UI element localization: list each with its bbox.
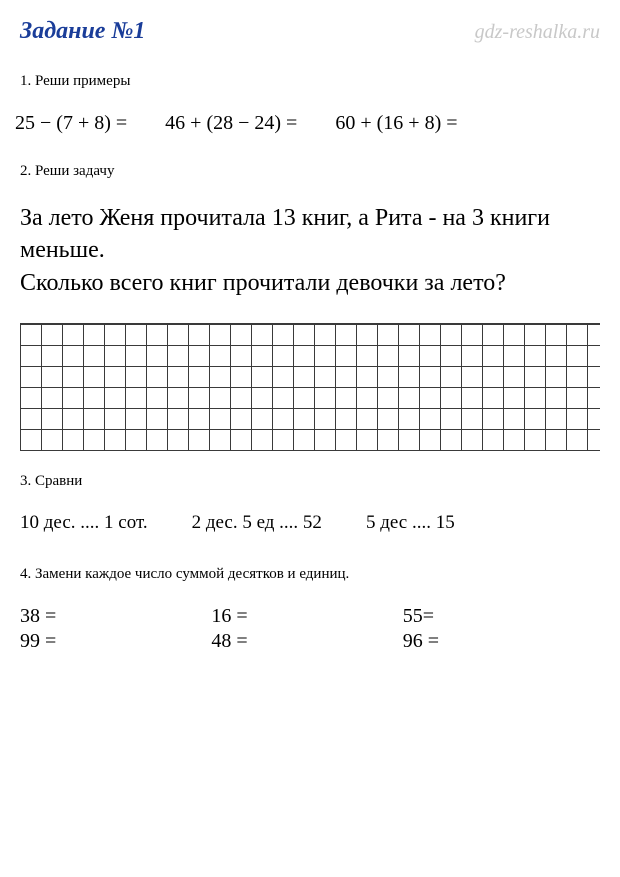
word-problem: За лето Женя прочитала 13 книг, а Рита -… [20,202,600,299]
decompose-col-1: 38 = 99 = [20,605,211,655]
section-4-label: 4. Замени каждое число суммой десятков и… [20,566,600,583]
decompose-c2-r1: 16 = [211,605,402,628]
watermark-text: gdz-reshalka.ru [475,21,600,44]
comparison-3: 5 дес .... 15 [366,512,455,534]
section-2-label: 2. Реши задачу [20,163,600,180]
decompose-col-3: 55= 96 = [403,605,594,655]
decompose-c3-r2: 96 = [403,630,594,653]
comparison-row: 10 дес. .... 1 сот. 2 дес. 5 ед .... 52 … [20,512,600,534]
decompose-c2-r2: 48 = [211,630,402,653]
problem-line-1: За лето Женя прочитала 13 книг, а Рита -… [20,202,600,267]
comparison-2: 2 дес. 5 ед .... 52 [192,512,322,534]
decompose-row: 38 = 99 = 16 = 48 = 55= 96 = [20,605,600,655]
section-3-label: 3. Сравни [20,473,600,490]
expression-1: 25 − (7 + 8) = [15,112,127,135]
expression-3: 60 + (16 + 8) = [335,112,457,135]
section-1-label: 1. Реши примеры [20,73,600,90]
expressions-row: 25 − (7 + 8) = 46 + (28 − 24) = 60 + (16… [15,112,600,135]
decompose-c1-r2: 99 = [20,630,211,653]
task-title: Задание №1 [20,18,145,45]
problem-line-2: Сколько всего книг прочитали девочки за … [20,267,600,299]
decompose-col-2: 16 = 48 = [211,605,402,655]
decompose-c1-r1: 38 = [20,605,211,628]
expression-2: 46 + (28 − 24) = [165,112,297,135]
comparison-1: 10 дес. .... 1 сот. [20,512,148,534]
answer-grid [20,323,600,451]
decompose-c3-r1: 55= [403,605,594,628]
